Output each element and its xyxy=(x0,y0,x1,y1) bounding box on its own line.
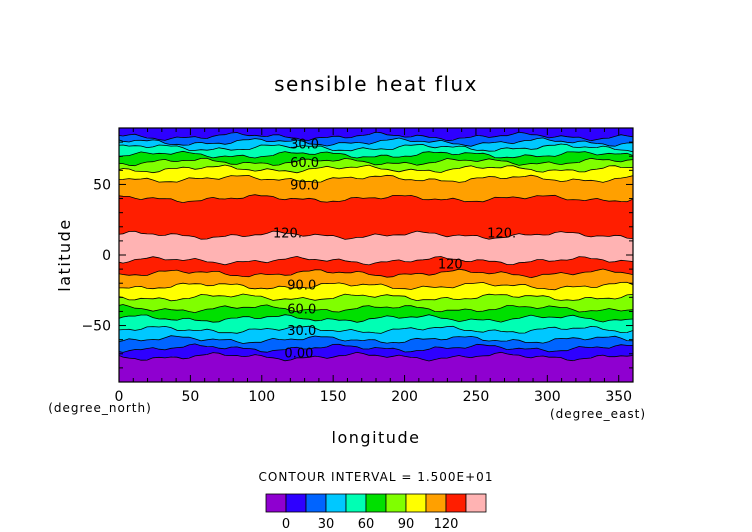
contour-label: 30.0 xyxy=(287,324,316,339)
colorbar-segment xyxy=(425,493,447,513)
x-tick-label: 350 xyxy=(605,389,632,405)
y-tick-label: −50 xyxy=(81,319,111,335)
y-axis-unit: (degree_north) xyxy=(48,401,152,415)
contour-band xyxy=(119,282,633,301)
contour-line xyxy=(119,174,633,183)
contour-labels: 30.0 60.0 90.0 120. 120. 120 90.0 60.0 30.0 0.00 xyxy=(273,138,516,362)
colorbar-segment xyxy=(465,493,487,513)
contour-band xyxy=(119,314,633,334)
colorbar-tick-label: 0 xyxy=(282,517,290,532)
contour-lines xyxy=(119,131,633,362)
colorbar-segment xyxy=(305,493,327,513)
axis-ticks xyxy=(118,127,634,383)
contour-band xyxy=(119,231,633,265)
colorbar-tick-label: 120 xyxy=(434,517,459,532)
contour-label: 30.0 xyxy=(290,138,319,153)
contour-label: 120 xyxy=(438,257,463,272)
x-tick-label: 0 xyxy=(115,389,124,405)
contour-band xyxy=(119,175,633,203)
contour-band xyxy=(119,352,633,382)
contour-line xyxy=(119,335,633,344)
contour-band xyxy=(119,343,633,361)
contour-line xyxy=(119,304,633,314)
colorbar-segment xyxy=(385,493,407,513)
contour-label: 120. xyxy=(273,226,302,241)
contour-line xyxy=(119,268,633,279)
x-tick-label: 50 xyxy=(181,389,199,405)
contour-label: 120. xyxy=(487,226,516,241)
contour-label: 60.0 xyxy=(290,156,319,171)
contour-band xyxy=(119,137,633,152)
contour-line xyxy=(119,131,633,142)
x-axis-unit: (degree_east) xyxy=(550,407,646,421)
contour-band xyxy=(119,194,633,240)
contour-label: 90.0 xyxy=(290,178,319,193)
contour-band xyxy=(119,304,633,323)
y-tick-label: 0 xyxy=(102,248,111,264)
contour-line xyxy=(119,343,633,353)
contour-line xyxy=(119,314,633,323)
chart-title: sensible heat flux xyxy=(274,72,478,96)
colorbar-segment xyxy=(365,493,387,513)
contour-line xyxy=(119,255,633,266)
colorbar-segment xyxy=(405,493,427,513)
colorbar-segment xyxy=(285,493,307,513)
contour-line xyxy=(119,137,633,147)
contour-line xyxy=(119,143,633,153)
x-tick-labels: 0 50 100 150 200 250 300 350 xyxy=(115,389,633,405)
contour-line xyxy=(119,325,633,334)
contour-interval-label: CONTOUR INTERVAL = 1.500E+01 xyxy=(259,470,494,484)
colorbar-labels: 0 30 60 90 120 xyxy=(282,517,459,532)
colorbar-tick-label: 90 xyxy=(398,517,415,532)
contour-line xyxy=(119,281,633,291)
x-tick-label: 250 xyxy=(463,389,490,405)
colorbar-segment xyxy=(265,493,287,513)
x-tick-label: 300 xyxy=(534,389,561,405)
x-axis-label: longitude xyxy=(332,428,421,447)
contour-label: 60.0 xyxy=(287,303,316,318)
colorbar-tick-label: 60 xyxy=(358,517,375,532)
contour-line xyxy=(119,194,633,204)
colorbar-segment xyxy=(345,493,367,513)
contour-band xyxy=(119,326,633,344)
y-axis-label: latitude xyxy=(55,218,74,291)
contour-line xyxy=(119,150,633,159)
contour-band xyxy=(119,158,633,173)
colorbar xyxy=(265,493,487,513)
contour-line xyxy=(119,351,633,362)
x-tick-label: 150 xyxy=(320,389,347,405)
colorbar-segment xyxy=(445,493,467,513)
contour-line xyxy=(119,230,633,240)
contour-band xyxy=(119,294,633,313)
contour-label: 0.00 xyxy=(284,346,313,361)
contour-line xyxy=(119,164,633,174)
contour-line xyxy=(119,157,633,167)
contour-line xyxy=(119,293,633,302)
contour-band xyxy=(119,144,633,158)
contour-label: 90.0 xyxy=(287,279,316,294)
contour-band xyxy=(119,269,633,290)
x-tick-label: 100 xyxy=(248,389,275,405)
y-tick-labels: −50 0 50 xyxy=(81,177,111,334)
x-tick-label: 200 xyxy=(391,389,418,405)
colorbar-tick-label: 30 xyxy=(318,517,335,532)
colorbar-segment xyxy=(325,493,347,513)
y-tick-label: 50 xyxy=(93,177,111,193)
